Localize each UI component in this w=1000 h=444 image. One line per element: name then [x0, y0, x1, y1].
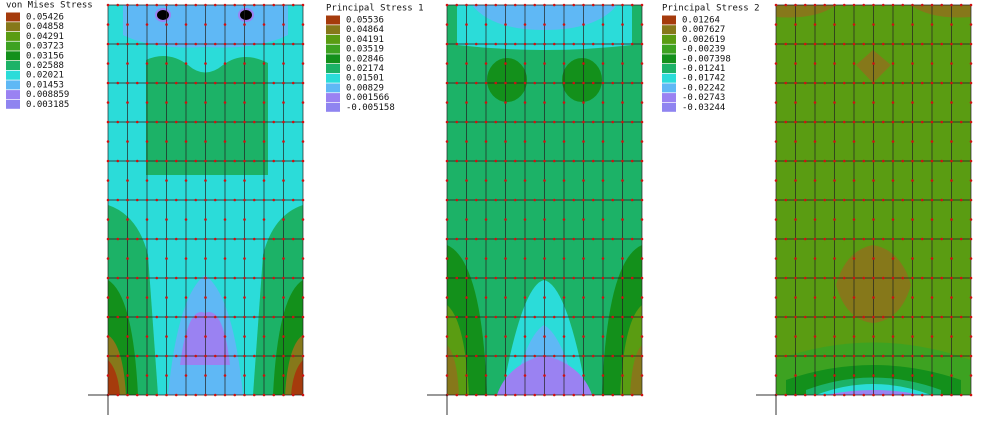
- legend-label: 0.01264: [682, 16, 720, 26]
- legends: von Mises Stress0.054260.048580.042910.0…: [6, 1, 760, 113]
- legend-label: 0.01501: [346, 74, 384, 84]
- legend-label: 0.03519: [346, 45, 384, 55]
- legend-title: Principal Stress 1: [326, 4, 424, 14]
- legend-swatch: [662, 34, 676, 44]
- legend-swatch: [662, 44, 676, 54]
- legend-swatch: [662, 93, 676, 103]
- legend-swatch: [662, 15, 676, 25]
- legend-label: 0.04191: [346, 35, 384, 45]
- legend-label: -0.005158: [346, 103, 395, 113]
- legend-swatch: [6, 12, 20, 22]
- legend-label: 0.008859: [26, 90, 69, 100]
- legend-label: -0.00239: [682, 45, 725, 55]
- legend-swatch: [662, 25, 676, 35]
- legend-swatch: [326, 15, 340, 25]
- legend-swatch: [662, 54, 676, 64]
- legend-label: 0.04864: [346, 25, 384, 35]
- legend-swatch: [326, 54, 340, 64]
- legend-label: 0.04858: [26, 22, 64, 32]
- legend-label: -0.007398: [682, 54, 731, 64]
- legend-swatch: [326, 102, 340, 112]
- legend-swatch: [6, 31, 20, 41]
- legend-swatch: [6, 51, 20, 61]
- legend-swatch: [662, 102, 676, 112]
- legend-label: 0.002619: [682, 35, 725, 45]
- legend-label: 0.007627: [682, 25, 725, 35]
- legend-label: 0.02174: [346, 64, 384, 74]
- legend-label: 0.03723: [26, 42, 64, 52]
- legend-swatch: [326, 83, 340, 93]
- legend-swatch: [326, 25, 340, 35]
- legend-title: von Mises Stress: [6, 1, 93, 11]
- mesh: [88, 3, 973, 415]
- legend-swatch: [6, 61, 20, 70]
- legend-label: 0.00829: [346, 83, 384, 93]
- legend-swatch: [326, 64, 340, 73]
- legend-swatch: [326, 34, 340, 44]
- legend-title: Principal Stress 2: [662, 4, 760, 14]
- legend-swatch: [662, 73, 676, 83]
- legend-label: 0.001566: [346, 93, 389, 103]
- legend-swatch: [662, 64, 676, 73]
- legend-swatch: [326, 93, 340, 103]
- legend-swatch: [6, 99, 20, 109]
- legend-swatch: [6, 80, 20, 90]
- legend-label: 0.03156: [26, 51, 64, 61]
- legend-swatch: [6, 70, 20, 80]
- legend-label: 0.003185: [26, 100, 69, 110]
- legend-label: 0.02846: [346, 54, 384, 64]
- legend-label: 0.01453: [26, 80, 64, 90]
- legend-label: -0.03244: [682, 103, 725, 113]
- legend-label: -0.02743: [682, 93, 725, 103]
- legend-swatch: [6, 22, 20, 32]
- legend-label: -0.02242: [682, 83, 725, 93]
- legend-label: 0.04291: [26, 32, 64, 42]
- legend-swatch: [662, 83, 676, 93]
- legend-label: 0.05536: [346, 16, 384, 26]
- legend-swatch: [6, 41, 20, 51]
- legend-label: 0.02021: [26, 71, 64, 81]
- legend-swatch: [326, 73, 340, 83]
- legend-label: 0.05426: [26, 13, 64, 23]
- legend-label: 0.02588: [26, 61, 64, 71]
- legend-swatch: [6, 90, 20, 100]
- legend-label: -0.01742: [682, 74, 725, 84]
- legend-swatch: [326, 44, 340, 54]
- legend-label: -0.01241: [682, 64, 725, 74]
